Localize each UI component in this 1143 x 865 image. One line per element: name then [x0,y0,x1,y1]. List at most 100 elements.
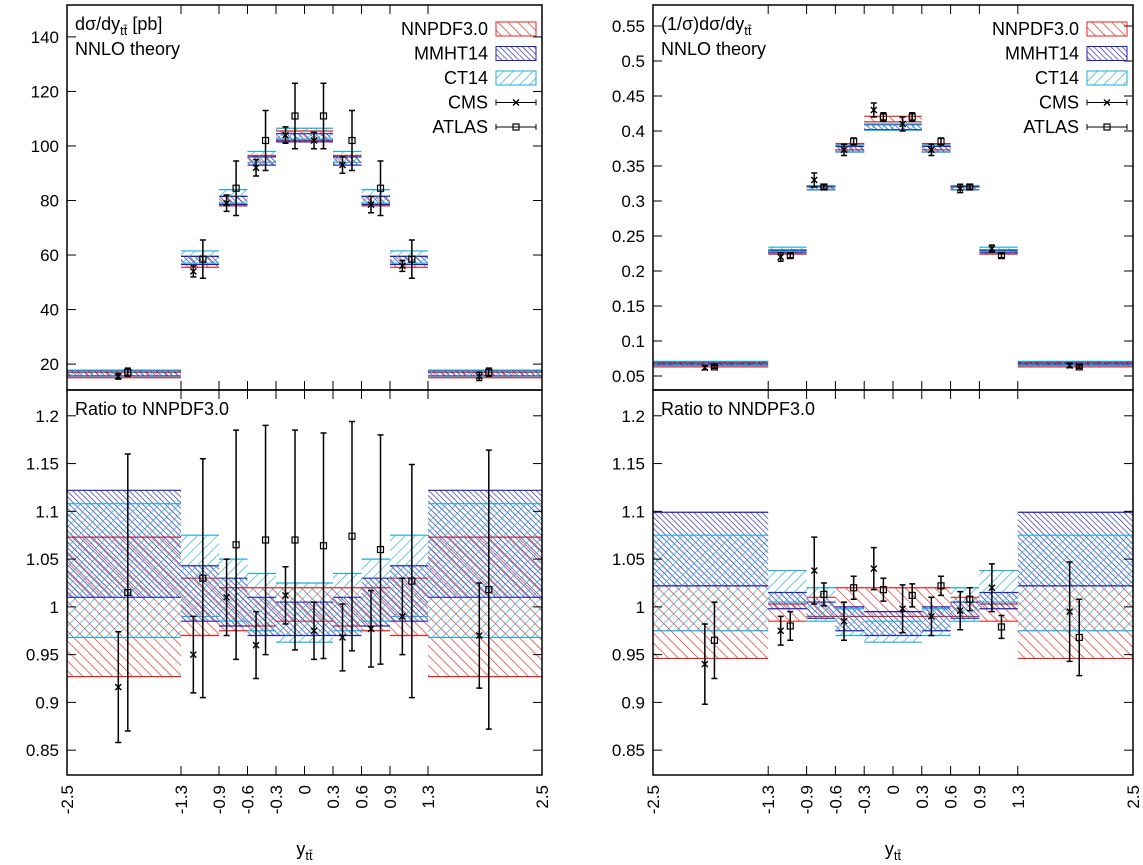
band [864,124,893,131]
band [276,128,305,140]
marker [879,113,888,121]
marker [701,364,709,372]
marker [114,372,122,380]
x-axis-label: ytt̄ [296,839,313,863]
y-tick-label: 80 [40,191,59,210]
band [361,189,390,204]
y-tick-label: 0.4 [621,122,645,141]
marker [870,106,878,114]
legend-label: NNPDF3.0 [992,19,1079,39]
legend-label: NNPDF3.0 [401,19,488,39]
marker [398,612,406,620]
error-bar [711,601,718,680]
marker [810,567,818,575]
marker [840,617,848,625]
y-tick-label: 1.2 [621,407,645,426]
marker [937,582,945,590]
y-tick-label: 0.2 [621,262,645,281]
band [67,370,181,377]
band [950,185,980,190]
error-bar [938,575,944,597]
band [333,151,362,163]
legend-label: MMHT14 [1005,44,1079,64]
title-suffix: [pb] [127,14,162,34]
error-bar [966,587,973,612]
marker [124,588,132,597]
y-tick-label: 20 [40,355,59,374]
y-tick-label: 100 [31,137,59,156]
marker [398,262,406,270]
marker [786,252,794,260]
x-tick-label: -0.3 [855,785,874,814]
x-tick-label: 0.3 [913,785,932,809]
marker [710,363,719,371]
panel-subtitle: NNLO theory [75,39,180,59]
marker [927,146,935,154]
error-bar [320,432,327,660]
plot-area [67,82,542,382]
y-tick-label: 0.55 [612,17,645,36]
marker [710,636,719,644]
legend-line [1086,124,1128,130]
x-tick-label: -2.5 [58,785,77,814]
error-bar [349,420,355,652]
title-main: Ratio to NNPDF3.0 [75,399,229,419]
band [893,621,922,643]
error-bar [199,239,206,279]
marker [348,532,356,540]
marker [475,632,483,640]
legend-swatch [495,46,537,61]
x-tick-label: -0.9 [210,785,229,814]
marker [879,586,888,594]
x-axis-label-main: y [296,839,305,859]
x-axis-label-sub: tt̄ [894,848,902,863]
y-tick-label: 0.1 [621,332,645,351]
marker [1066,362,1074,369]
marker [232,541,240,549]
marker [512,99,520,106]
band [835,145,865,152]
band [1017,361,1133,366]
x-tick-label: -0.3 [267,785,286,814]
x-tick-label: -0.6 [826,785,845,814]
band [390,535,428,617]
y-tick-label: 1 [50,598,59,617]
x-tick-label: -2.5 [644,785,663,814]
x-axis-label: ytt̄ [885,839,902,863]
legend-label: CMS [1039,93,1079,113]
panel-title: (1/σ)dσ/dytt̄ [661,14,752,38]
marker [282,591,289,599]
error-bar [349,109,355,172]
band [768,247,807,252]
title-sub: tt̄ [120,23,128,38]
marker [282,131,289,139]
marker [988,584,996,592]
marker [810,176,818,184]
marker [1103,99,1111,106]
marker [189,267,197,275]
marker [956,184,964,192]
error-bar [408,239,415,279]
marker [966,183,974,191]
marker [927,612,935,620]
marker [512,123,520,131]
error-bar [262,109,269,172]
marker [777,253,785,261]
x-axis-label-main: y [885,839,894,859]
x-tick-label: 0.9 [970,785,989,809]
title-sub: tt̄ [744,23,752,38]
band [67,503,181,638]
marker [376,545,385,554]
x-tick-label: 0.3 [324,785,343,809]
x-tick-label: 2.5 [1124,785,1143,809]
marker [310,137,318,145]
legend-swatch [1086,70,1128,86]
error-bar [880,577,887,602]
x-tick-label: 0 [884,785,903,794]
marker [850,137,858,146]
y-tick-label: 0.3 [621,192,645,211]
error-bar [262,424,269,656]
marker [223,593,231,601]
band [893,124,922,131]
marker [899,120,907,128]
